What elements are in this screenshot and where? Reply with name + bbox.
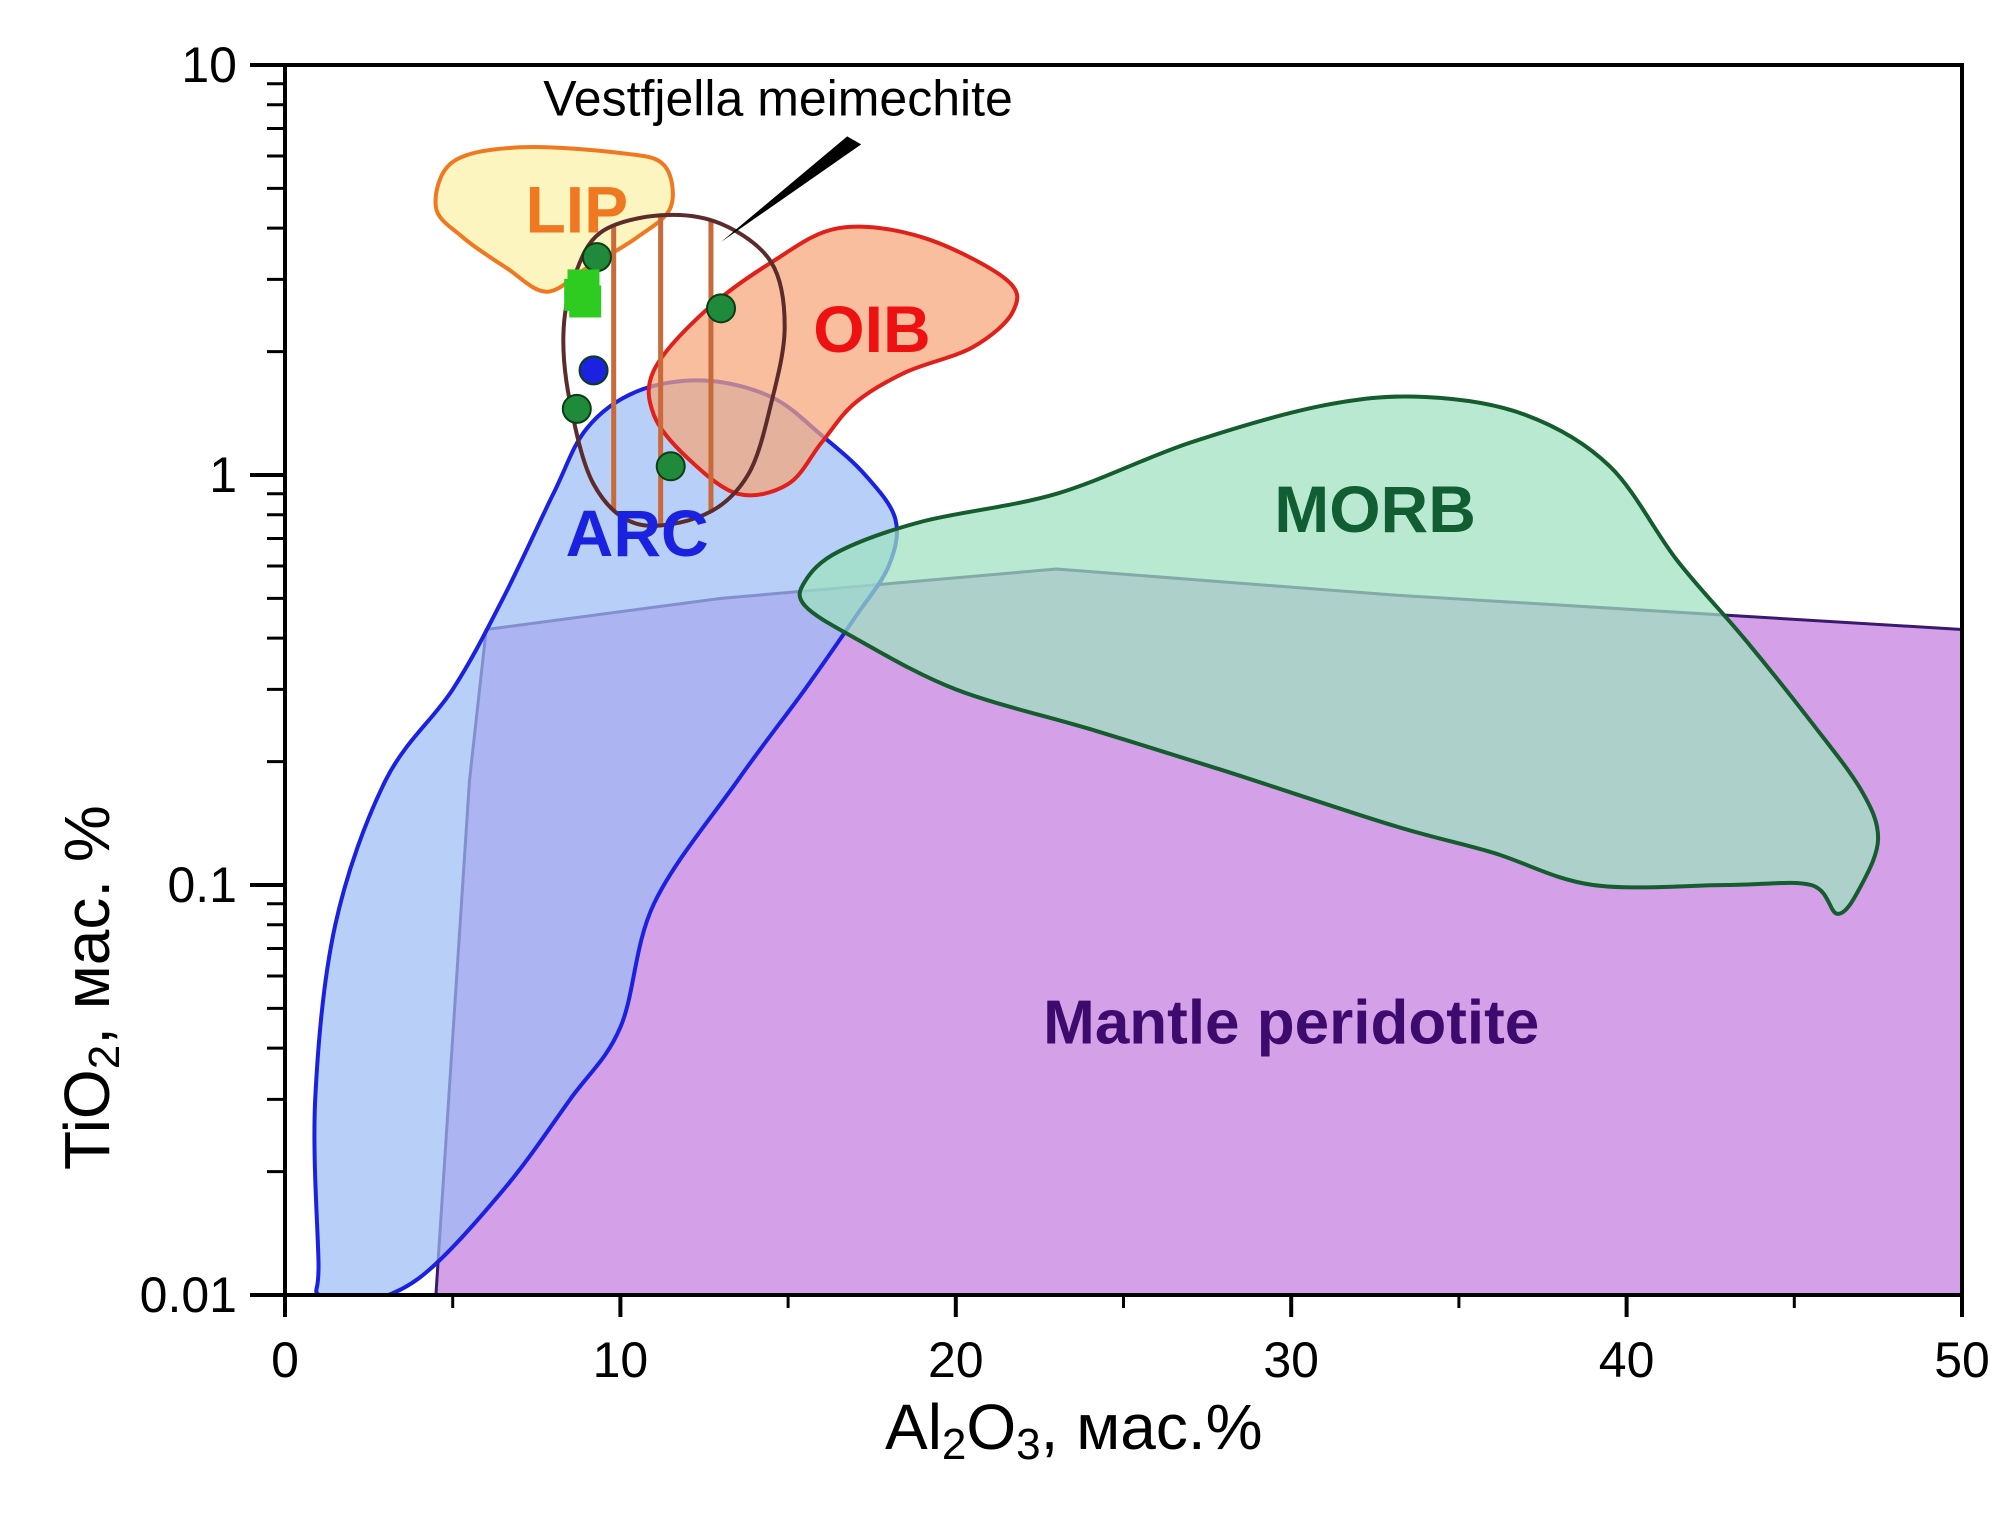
y-tick-label: 0.01 bbox=[140, 1267, 237, 1323]
geochemical-fields bbox=[312, 145, 1962, 1295]
x-axis-title: Al2O3, мас.% bbox=[885, 1390, 1263, 1470]
x-axis-title-unit: , мас.% bbox=[1040, 1391, 1263, 1463]
point-green-circles-2 bbox=[706, 293, 737, 324]
label-lip: LIP bbox=[525, 173, 628, 247]
y-axis-title: TiO2, мас. % bbox=[50, 805, 130, 1170]
x-tick-label: 10 bbox=[593, 1332, 649, 1388]
y-axis-title-unit: , мас. % bbox=[51, 805, 123, 1045]
label-mantle-peridotite: Mantle peridotite bbox=[1043, 989, 1539, 1058]
x-tick-label: 20 bbox=[928, 1332, 984, 1388]
field-morb bbox=[797, 394, 1881, 916]
label-oib: OIB bbox=[813, 292, 930, 366]
x-tick-label: 50 bbox=[1934, 1332, 1990, 1388]
label-vestfjella-meimechite: Vestfjella meimechite bbox=[543, 71, 1013, 127]
point-green-circles-3 bbox=[561, 393, 592, 424]
y-tick-label: 10 bbox=[181, 37, 237, 93]
point-green-circles-1 bbox=[581, 242, 612, 273]
point-green-squares-3 bbox=[564, 278, 597, 311]
x-tick-label: 40 bbox=[1599, 1332, 1655, 1388]
field-arc bbox=[312, 378, 899, 1295]
point-green-circles-4 bbox=[655, 451, 686, 482]
y-axis-title-subscript: 2 bbox=[80, 1044, 129, 1070]
label-morb: MORB bbox=[1274, 472, 1476, 546]
axes: 0 10 20 30 40 50 0.01 0.1 1 10 bbox=[140, 37, 1990, 1388]
label-arc: ARC bbox=[566, 496, 709, 570]
y-tick-label: 1 bbox=[209, 447, 237, 503]
field-labels: Mantle peridotite ARC MORB OIB LIP Vestfjella… bbox=[525, 71, 1539, 1058]
field-oib bbox=[646, 224, 1020, 498]
y-axis-title-main: TiO bbox=[51, 1069, 123, 1170]
vestfjella-meimechite-field bbox=[561, 136, 862, 528]
x-axis-title-subscript-1: 2 bbox=[941, 1420, 967, 1469]
x-tick-label: 0 bbox=[271, 1332, 299, 1388]
y-tick-label: 0.1 bbox=[167, 857, 237, 913]
x-axis-title-main: Al bbox=[885, 1391, 942, 1463]
sample-points bbox=[561, 242, 737, 482]
x-axis-title-subscript-2: 3 bbox=[1016, 1420, 1041, 1469]
point-blue-circle-1 bbox=[578, 355, 609, 386]
x-axis-title-mid: O bbox=[966, 1391, 1017, 1463]
vestfjella-leader bbox=[721, 136, 862, 243]
x-tick-label: 30 bbox=[1263, 1332, 1319, 1388]
